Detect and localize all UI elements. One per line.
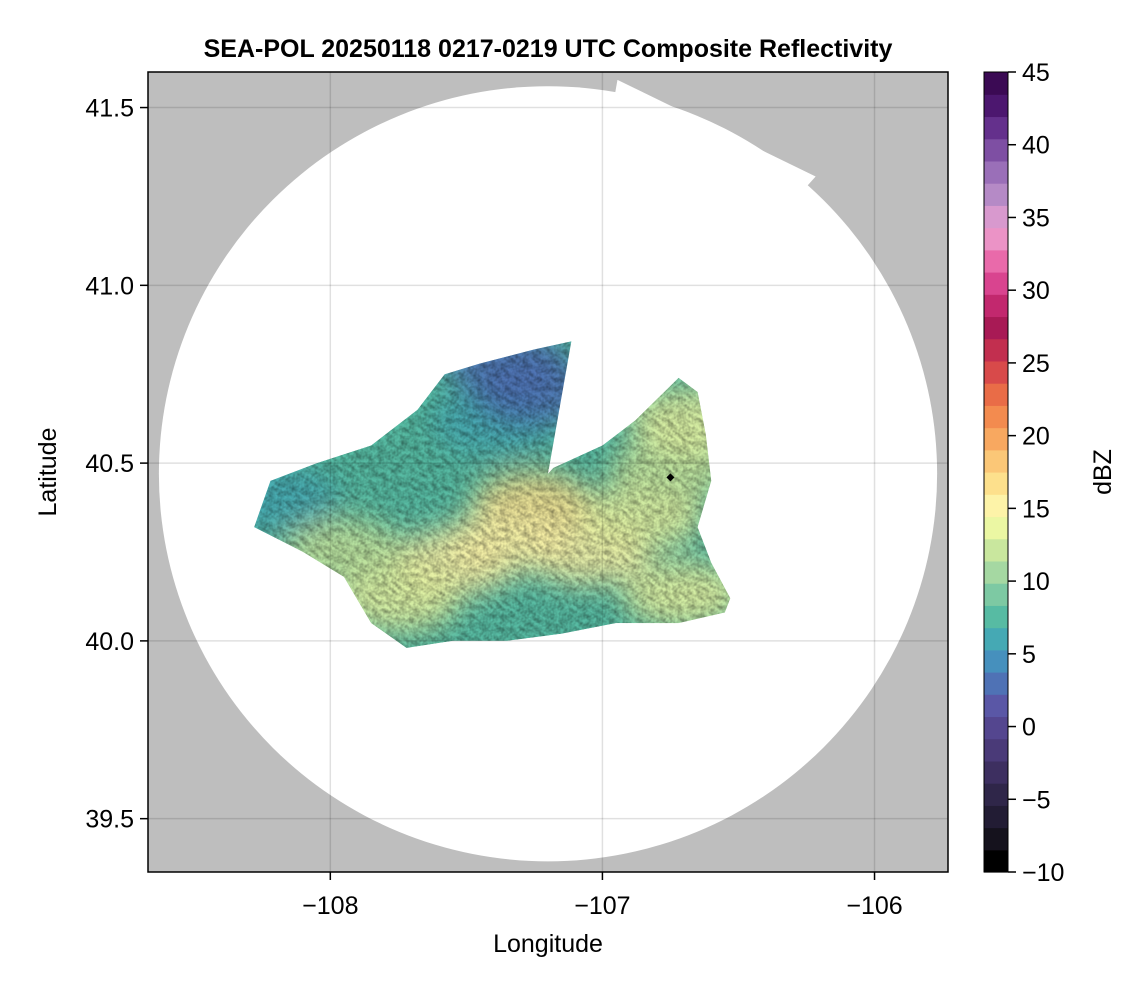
colorbar-segment bbox=[984, 249, 1008, 273]
chart-title: SEA-POL 20250118 0217-0219 UTC Composite… bbox=[204, 35, 893, 63]
y-tick-label: 40.5 bbox=[85, 450, 134, 478]
y-tick-label: 41.5 bbox=[85, 95, 134, 123]
colorbar-tick-label: 0 bbox=[1022, 714, 1036, 742]
colorbar-segment bbox=[984, 449, 1008, 473]
plot-frame bbox=[147, 71, 949, 873]
colorbar-segment bbox=[984, 805, 1008, 829]
colorbar-segment bbox=[984, 694, 1008, 718]
colorbar-segment bbox=[984, 627, 1008, 651]
colorbar-segment bbox=[984, 405, 1008, 429]
reflectivity-echoes bbox=[254, 79, 816, 648]
colorbar-segment bbox=[984, 183, 1008, 206]
colorbar-segment bbox=[984, 72, 1008, 95]
colorbar-label: dBZ bbox=[1089, 449, 1117, 495]
colorbar-tick-label: 5 bbox=[1022, 641, 1036, 669]
x-axis-label: Longitude bbox=[493, 930, 603, 958]
colorbar-segment bbox=[984, 427, 1008, 451]
colorbar-segment bbox=[984, 783, 1008, 806]
echo-texture bbox=[257, 340, 731, 648]
colorbar-segment bbox=[984, 294, 1008, 318]
y-axis-ticks: 39.5 40.0 40.5 41.0 41.5 bbox=[85, 95, 148, 834]
grid-lines bbox=[148, 72, 948, 872]
colorbar-segment bbox=[984, 672, 1008, 695]
colorbar-segment bbox=[984, 160, 1008, 184]
colorbar-tick-label: 10 bbox=[1022, 568, 1050, 596]
colorbar-segment bbox=[984, 383, 1008, 406]
y-tick-label: 39.5 bbox=[85, 806, 134, 834]
colorbar-segment bbox=[984, 827, 1008, 851]
colorbar-segment bbox=[984, 272, 1008, 295]
colorbar-segment bbox=[984, 472, 1008, 495]
x-tick-label: −108 bbox=[302, 892, 358, 920]
colorbar-segment bbox=[984, 716, 1008, 740]
colorbar-segment bbox=[984, 116, 1008, 140]
colorbar-segment bbox=[984, 849, 1008, 873]
colorbar-segment bbox=[984, 338, 1008, 362]
colorbar-segment bbox=[984, 605, 1008, 629]
colorbar: −10 −5 0 5 10 15 20 25 30 35 40 45 bbox=[983, 59, 1064, 887]
colorbar-tick-label: 20 bbox=[1022, 423, 1050, 451]
colorbar-tick-label: 45 bbox=[1022, 59, 1050, 87]
colorbar-tick-label: −10 bbox=[1022, 859, 1064, 887]
colorbar-segment bbox=[984, 583, 1008, 606]
colorbar-segment bbox=[984, 205, 1008, 229]
colorbar-segment bbox=[984, 227, 1008, 251]
colorbar-segment bbox=[984, 138, 1008, 162]
colorbar-tick-label: 35 bbox=[1022, 204, 1050, 232]
x-axis-ticks: −108 −107 −106 bbox=[302, 872, 903, 920]
colorbar-tick-label: 15 bbox=[1022, 495, 1050, 523]
colorbar-tick-label: −5 bbox=[1022, 786, 1051, 814]
colorbar-segment bbox=[984, 494, 1008, 518]
colorbar-segment bbox=[984, 360, 1008, 384]
colorbar-segment bbox=[984, 738, 1008, 762]
colorbar-segment bbox=[984, 94, 1008, 118]
x-tick-label: −107 bbox=[574, 892, 630, 920]
colorbar-segment bbox=[984, 516, 1008, 540]
colorbar-tick-label: 40 bbox=[1022, 132, 1050, 160]
echo-field bbox=[254, 338, 731, 648]
colorbar-tick-label: 30 bbox=[1022, 277, 1050, 305]
site-marker bbox=[666, 473, 675, 482]
colorbar-tick-label: 25 bbox=[1022, 350, 1050, 378]
colorbar-frame bbox=[983, 71, 1009, 873]
colorbar-segment bbox=[984, 538, 1008, 562]
y-axis-label: Latitude bbox=[34, 428, 62, 517]
colorbar-segment bbox=[984, 649, 1008, 673]
plot-area bbox=[148, 72, 948, 872]
y-tick-label: 41.0 bbox=[85, 272, 134, 300]
y-tick-label: 40.0 bbox=[85, 628, 134, 656]
x-tick-label: −106 bbox=[846, 892, 902, 920]
beam-blockage-wedge bbox=[548, 79, 816, 474]
colorbar-segment bbox=[984, 760, 1008, 784]
colorbar-segment bbox=[984, 560, 1008, 584]
colorbar-segment bbox=[984, 316, 1008, 340]
